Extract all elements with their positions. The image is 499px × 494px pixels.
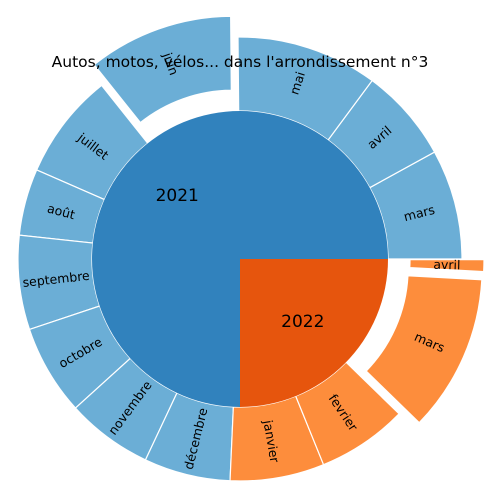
inner-label-2021: 2021 — [156, 186, 199, 206]
outer-label-2022-10: janvier — [260, 418, 282, 465]
outer-label-2021-6: septembre — [22, 268, 91, 290]
outer-slice-2022-13 — [409, 258, 485, 273]
inner-label-2022: 2022 — [281, 312, 324, 332]
inner-slice-2022 — [240, 259, 388, 407]
outer-slice-2021-3 — [93, 15, 232, 124]
outer-label-2022-13: avril — [433, 257, 461, 273]
outer-slice-2022-12 — [365, 275, 483, 424]
chart-title: Autos, motos, vélos... dans l'arrondisse… — [52, 53, 429, 71]
inner-ring — [92, 111, 388, 407]
outer-ring — [17, 15, 485, 482]
outer-label-2021-5: août — [46, 201, 77, 223]
outer-label-2021-2: mai — [286, 70, 307, 97]
outer-label-2021-3: juin — [160, 50, 182, 77]
